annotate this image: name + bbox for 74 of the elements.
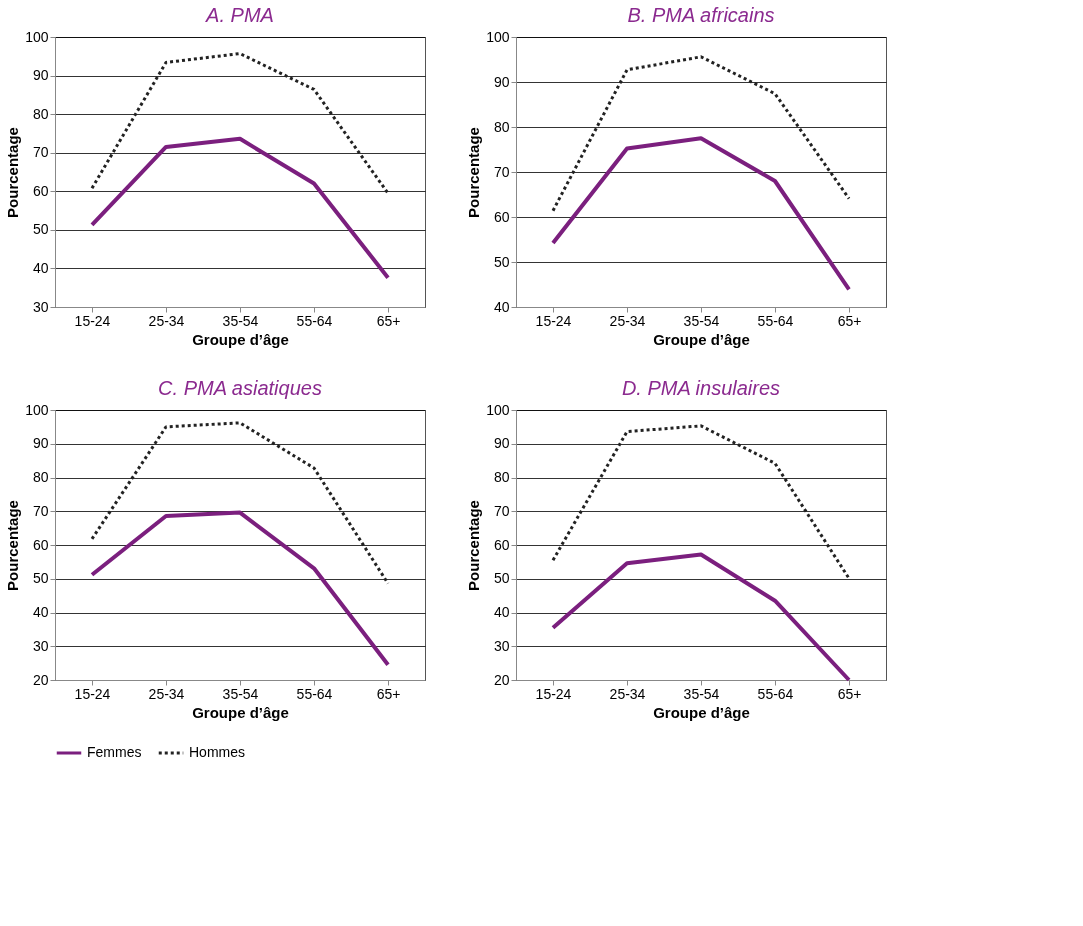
x-tick-label: 55-64	[296, 685, 333, 702]
x-axis-title: Groupe d’âge	[653, 703, 750, 721]
line-series	[551, 552, 851, 682]
x-tick-label: 25-34	[609, 685, 646, 702]
line-series	[551, 55, 851, 213]
x-tick-label: 35-54	[222, 312, 259, 329]
y-axis-title: Pourcentage	[4, 500, 22, 591]
x-tick-label: 35-54	[683, 312, 720, 329]
x-tick-label: 15-24	[74, 685, 111, 702]
y-axis-title: Pourcentage	[4, 127, 22, 218]
y-tick-label: 40	[493, 298, 510, 315]
y-tick-label: 70	[32, 502, 49, 519]
chart-title: C. PMA asiatiques	[158, 377, 322, 399]
y-tick-label: 50	[493, 253, 510, 270]
x-tick-label: 15-24	[535, 685, 572, 702]
y-tick-label: 100	[25, 28, 49, 45]
x-tick-label: 55-64	[757, 685, 794, 702]
x-tick-label: 65+	[837, 312, 862, 329]
legend-label: Femmes	[87, 744, 142, 760]
y-tick-label: 90	[493, 435, 510, 452]
y-tick-label: 100	[486, 28, 510, 45]
y-tick-label: 60	[493, 536, 510, 553]
y-tick-label: 80	[493, 469, 510, 485]
y-tick-label: 70	[493, 163, 510, 180]
x-tick-label: 25-34	[148, 685, 185, 702]
x-tick-label: 15-24	[535, 312, 572, 329]
x-tick-label: 35-54	[683, 685, 720, 702]
line-series	[90, 52, 390, 195]
line-series	[90, 510, 390, 667]
y-tick-label: 20	[32, 671, 49, 688]
y-tick-label: 80	[493, 118, 510, 135]
legend-label: Hommes	[189, 744, 246, 760]
chart-title: A. PMA	[205, 4, 274, 26]
line-series	[551, 424, 851, 580]
x-tick-label: 65+	[837, 685, 862, 702]
chart-title: D. PMA insulaires	[621, 377, 781, 399]
x-axis-title: Groupe d’âge	[653, 330, 750, 348]
x-tick-label: 25-34	[609, 312, 646, 329]
y-tick-label: 40	[32, 259, 49, 276]
x-tick-label: 55-64	[296, 312, 333, 329]
y-tick-label: 40	[32, 604, 49, 620]
y-tick-label: 50	[493, 570, 510, 587]
y-tick-label: 30	[32, 298, 49, 315]
x-tick-label: 15-24	[74, 312, 111, 329]
x-tick-label: 25-34	[148, 312, 185, 329]
line-series	[551, 136, 851, 292]
y-tick-label: 30	[493, 637, 510, 654]
x-tick-label: 65+	[376, 685, 401, 702]
y-tick-label: 100	[25, 401, 49, 418]
y-tick-label: 30	[32, 637, 49, 654]
y-tick-label: 80	[32, 469, 49, 485]
y-tick-label: 60	[493, 208, 510, 225]
y-axis-title: Pourcentage	[465, 500, 483, 591]
line-series	[90, 136, 390, 280]
y-tick-label: 80	[32, 105, 49, 122]
y-tick-label: 70	[493, 502, 510, 519]
x-axis-title: Groupe d’âge	[192, 703, 289, 721]
y-axis-title: Pourcentage	[465, 127, 483, 218]
y-tick-label: 70	[32, 144, 49, 161]
y-tick-label: 60	[32, 536, 49, 553]
y-tick-label: 20	[493, 671, 510, 688]
y-tick-label: 50	[32, 221, 49, 238]
x-tick-label: 35-54	[222, 685, 259, 702]
y-tick-label: 90	[493, 73, 510, 90]
y-tick-label: 50	[32, 570, 49, 587]
y-tick-label: 40	[493, 604, 510, 620]
x-tick-label: 65+	[376, 312, 401, 329]
y-tick-label: 100	[486, 401, 510, 418]
x-axis-title: Groupe d’âge	[192, 330, 289, 348]
x-tick-label: 55-64	[757, 312, 794, 329]
y-tick-label: 90	[32, 435, 49, 452]
chart-title: B. PMA africains	[627, 4, 775, 26]
y-tick-label: 90	[32, 67, 49, 84]
y-tick-label: 60	[32, 182, 49, 199]
